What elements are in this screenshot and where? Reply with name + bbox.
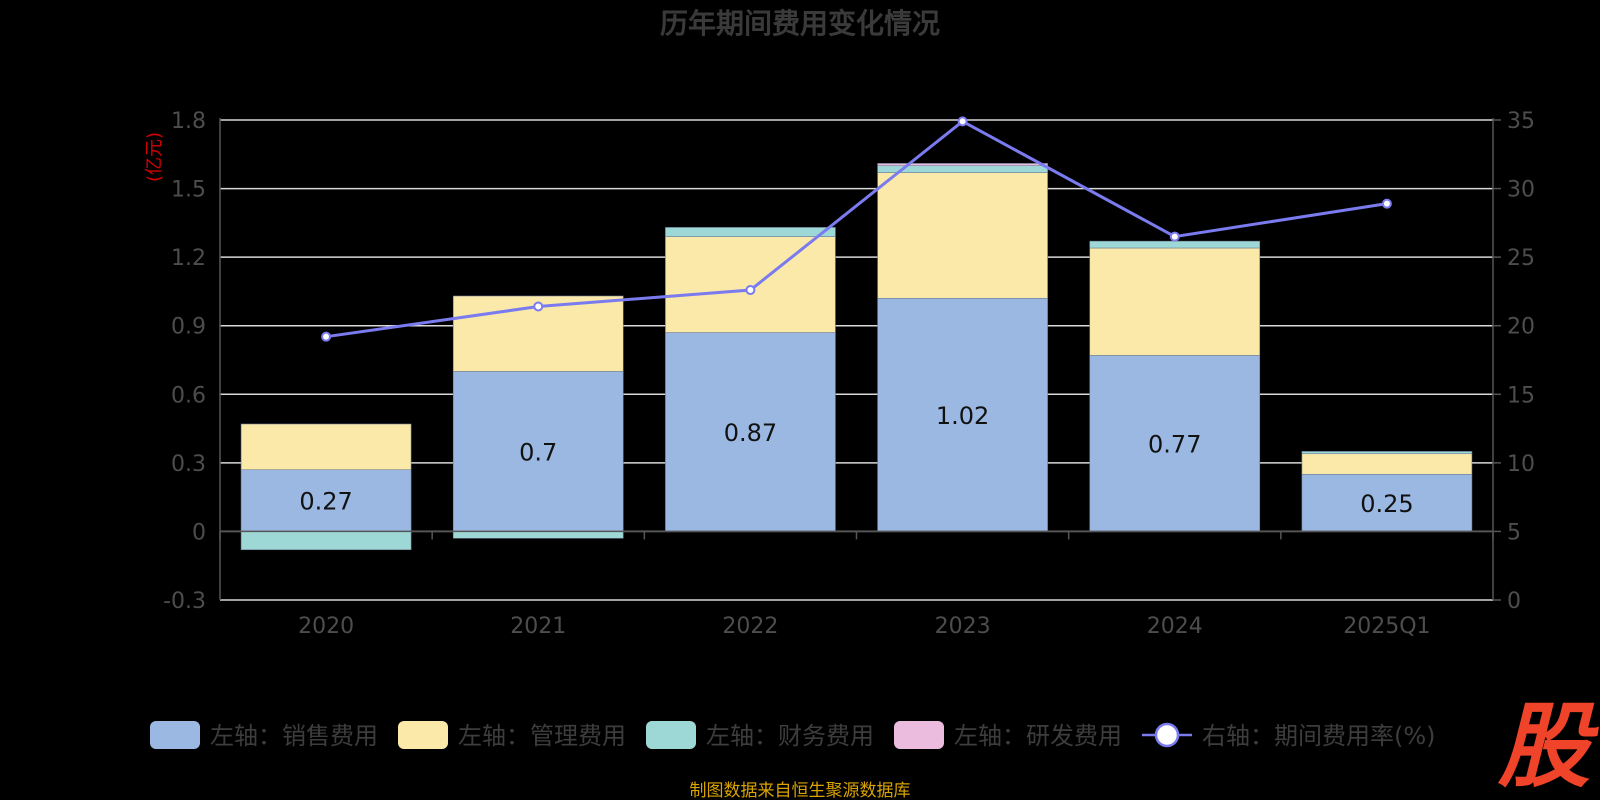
left-tick-label: 0.3 xyxy=(171,452,206,477)
bar-segment xyxy=(877,163,1048,167)
right-tick-label: 30 xyxy=(1507,178,1535,203)
bar-segment xyxy=(240,531,412,551)
bar-segment xyxy=(877,172,1048,299)
right-tick-label: 25 xyxy=(1507,246,1535,271)
line-point xyxy=(321,331,332,342)
bar-segment xyxy=(1089,355,1261,532)
expense-rate-line xyxy=(325,119,1388,339)
bar-segment xyxy=(452,531,624,539)
left-tick-label: 1.8 xyxy=(171,109,206,134)
legend: 左轴：销售费用 左轴：管理费用 左轴：财务费用 左轴：研发费用 右轴：期间费用率(%) xyxy=(150,721,1436,750)
left-axis-unit: (亿元) xyxy=(144,132,165,182)
legend-swatch xyxy=(150,721,200,749)
line-point xyxy=(957,116,968,127)
legend-swatch xyxy=(646,721,696,749)
right-tick-label: 10 xyxy=(1507,452,1535,477)
bar-data-label: 0.25 xyxy=(1360,490,1413,518)
data-labels: 0.27 0.7 0.87 1.02 0.77 0.25 xyxy=(299,402,1413,518)
legend-marker xyxy=(1154,722,1180,748)
bar-segment xyxy=(1301,451,1473,455)
left-tick-label: 0.6 xyxy=(171,383,206,408)
bar-segment xyxy=(240,469,412,532)
x-tick-label: 2021 xyxy=(510,614,566,639)
bar-segment xyxy=(1301,453,1473,475)
left-tick-label: 0.9 xyxy=(171,315,206,340)
left-tick-label: 1.5 xyxy=(171,178,206,203)
right-tick-label: 15 xyxy=(1507,383,1535,408)
axes: -0.3 0 0.3 0.6 0.9 1.2 1.5 1.8 0 5 10 15 20 25 30 35 202… xyxy=(163,109,1535,639)
bar-segment xyxy=(240,423,412,471)
x-tick-label: 2020 xyxy=(298,614,354,639)
bar-segment xyxy=(1089,247,1261,356)
bar-series xyxy=(240,163,1473,551)
bar-segment xyxy=(665,236,836,333)
brand-logo: 股 xyxy=(1497,693,1599,800)
legend-swatch xyxy=(894,721,944,749)
right-tick-label: 35 xyxy=(1507,109,1535,134)
legend-label: 左轴：研发费用 xyxy=(954,722,1122,750)
bar-segment xyxy=(1301,473,1473,532)
bar-data-label: 0.87 xyxy=(724,419,777,447)
right-tick-label: 20 xyxy=(1507,315,1535,340)
line-point xyxy=(1381,198,1392,209)
line-point xyxy=(533,301,544,312)
bar-segment xyxy=(877,297,1048,532)
x-tick-label: 2023 xyxy=(935,614,991,639)
legend-label: 左轴：管理费用 xyxy=(458,722,626,750)
bar-segment xyxy=(665,227,836,237)
left-tick-label: 0 xyxy=(192,520,206,545)
bar-segment xyxy=(665,332,836,532)
bar-data-label: 0.7 xyxy=(519,438,557,466)
left-tick-label: -0.3 xyxy=(163,589,206,614)
bar-segment xyxy=(452,371,624,532)
line-series xyxy=(321,116,1392,342)
line-point xyxy=(1169,231,1180,242)
legend-label: 左轴：财务费用 xyxy=(706,722,874,750)
x-tick-label: 2024 xyxy=(1147,614,1203,639)
line-point xyxy=(745,285,756,296)
bar-data-label: 0.77 xyxy=(1148,430,1201,458)
right-tick-label: 5 xyxy=(1507,520,1521,545)
bar-segment xyxy=(1089,240,1261,249)
legend-label: 左轴：销售费用 xyxy=(210,722,378,750)
bar-data-label: 0.27 xyxy=(299,488,352,516)
left-tick-label: 1.2 xyxy=(171,246,206,271)
legend-label: 右轴：期间费用率(%) xyxy=(1202,722,1436,750)
data-source-note: 制图数据来自恒生聚源数据库 xyxy=(690,781,911,800)
x-tick-label: 2022 xyxy=(722,614,778,639)
chart-title: 历年期间费用变化情况 xyxy=(660,7,940,40)
right-tick-label: 0 xyxy=(1507,589,1521,614)
legend-swatch xyxy=(398,721,448,749)
x-tick-label: 2025Q1 xyxy=(1343,614,1430,639)
bar-data-label: 1.02 xyxy=(936,402,989,430)
